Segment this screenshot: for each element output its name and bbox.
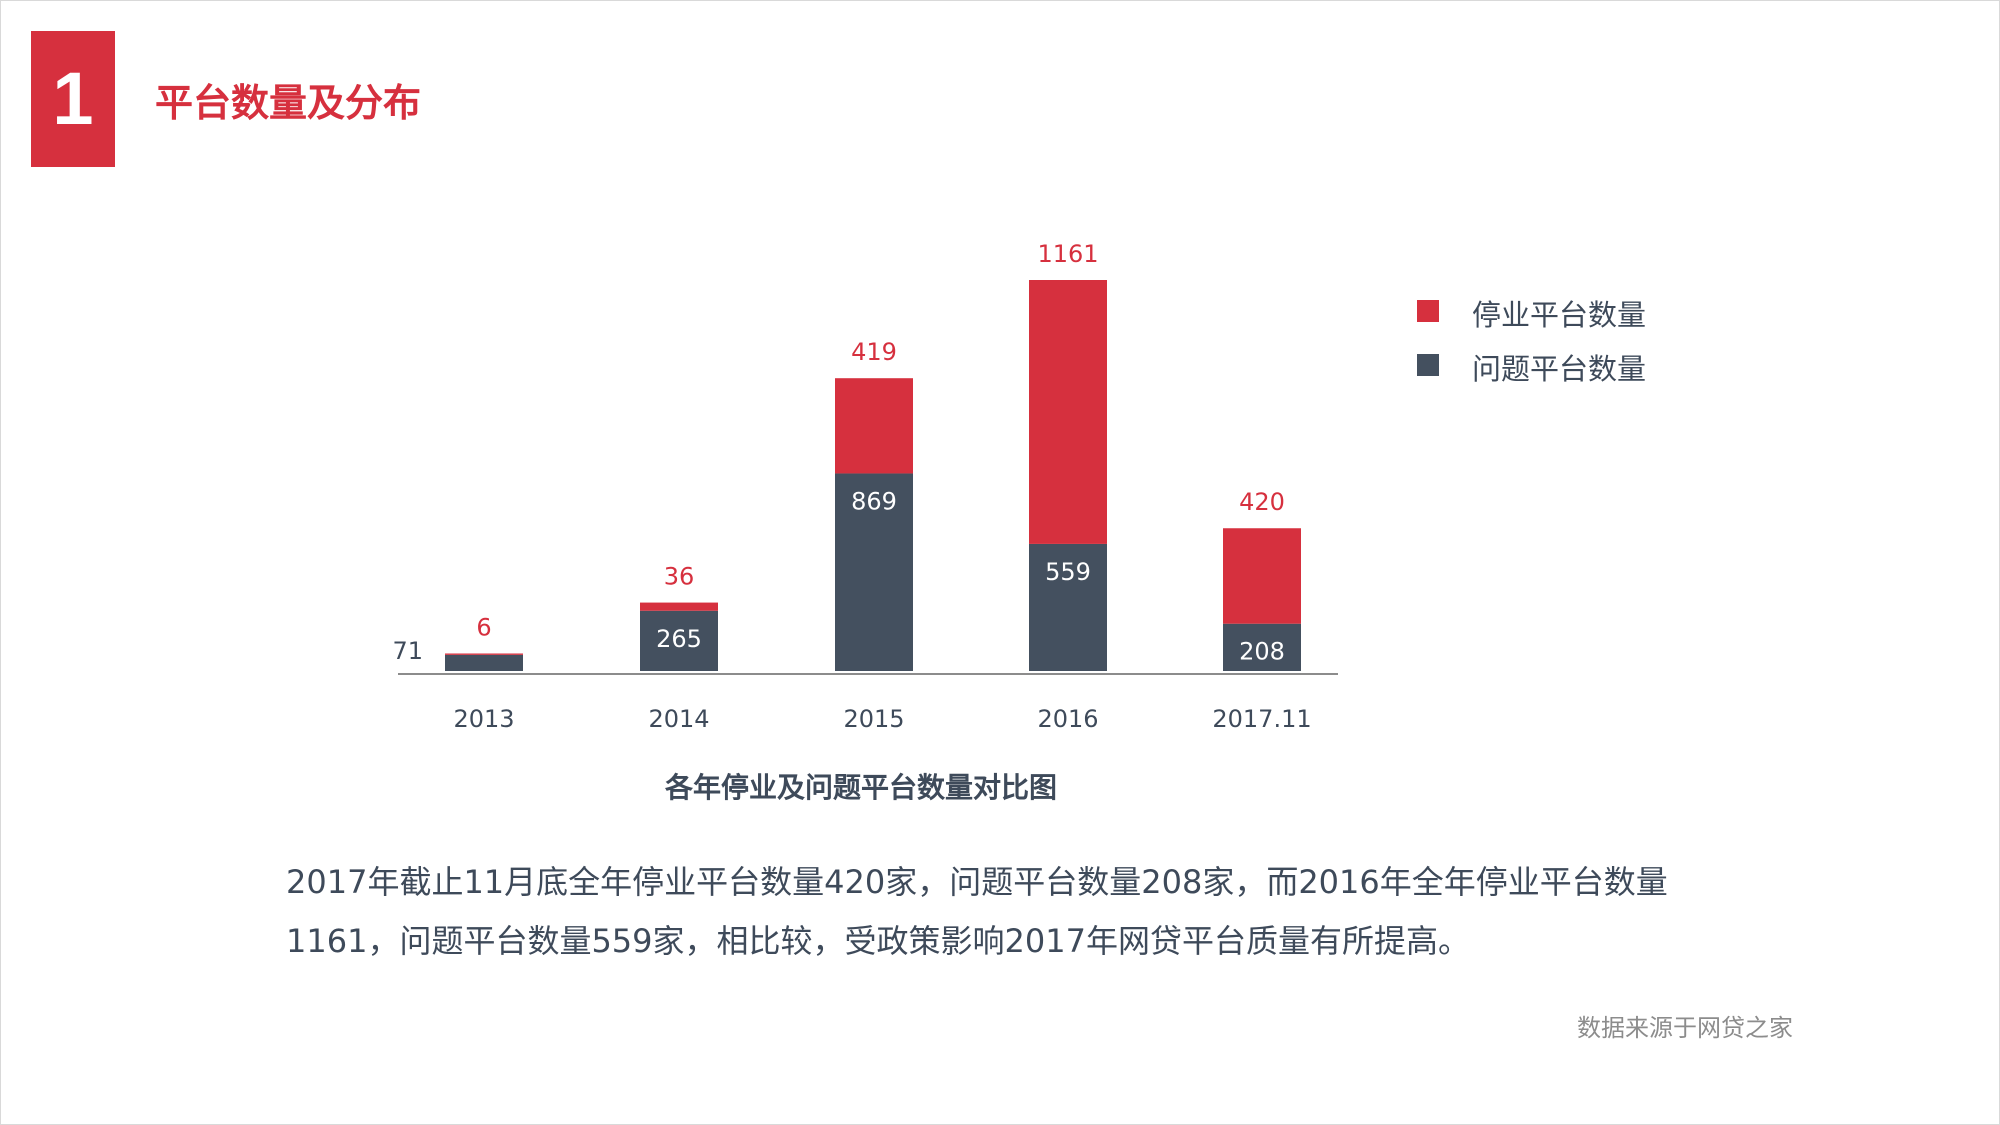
data-label-problem-2013: 71 — [392, 637, 423, 665]
bar-problem-2016 — [1029, 543, 1107, 671]
bars-layer — [445, 280, 1301, 671]
legend-label-problem: 问题平台数量 — [1472, 352, 1647, 386]
section-number-badge: 1 — [31, 31, 115, 167]
bar-closed-2016 — [1029, 280, 1107, 544]
data-label-closed-2014: 36 — [664, 563, 695, 591]
summary-paragraph: 2017年截止11月底全年停业平台数量420家，问题平台数量208家，而2016… — [286, 853, 1746, 971]
data-label-problem-2016: 559 — [1045, 558, 1091, 586]
data-label-problem-2017-11: 208 — [1239, 638, 1285, 666]
legend-swatch-closed — [1417, 300, 1439, 322]
bar-closed-2013 — [445, 653, 523, 655]
data-label-problem-2015: 869 — [851, 487, 897, 515]
bar-problem-2014 — [640, 610, 718, 671]
stacked-bar-chart: 6 71 36 265 419 869 1161 559 420 208 2013 2014 2015… — [392, 240, 1338, 733]
bar-closed-2015 — [835, 378, 913, 474]
x-tick-label-2014: 2014 — [648, 705, 709, 733]
legend-swatch-problem — [1417, 354, 1439, 376]
x-tick-labels: 2013 2014 2015 2016 2017.11 — [453, 705, 1311, 733]
data-label-closed-2013: 6 — [476, 613, 491, 641]
x-tick-label-2016: 2016 — [1037, 705, 1098, 733]
data-label-closed-2016: 1161 — [1037, 240, 1098, 268]
data-source-note: 数据来源于网贷之家 — [1577, 1014, 1793, 1042]
bar-closed-2014 — [640, 602, 718, 611]
data-label-closed-2015: 419 — [851, 338, 897, 366]
bar-problem-2015 — [835, 473, 913, 671]
summary-line-1: 2017年截止11月底全年停业平台数量420家，问题平台数量208家，而2016… — [286, 863, 1668, 901]
data-label-problem-2014: 265 — [656, 625, 702, 653]
page-title: 平台数量及分布 — [155, 81, 422, 125]
bar-problem-2017-11 — [1223, 623, 1301, 671]
data-label-closed-2017-11: 420 — [1239, 488, 1285, 516]
legend-label-closed: 停业平台数量 — [1472, 298, 1647, 332]
chart-title: 各年停业及问题平台数量对比图 — [665, 771, 1058, 804]
bar-problem-2013 — [445, 654, 523, 671]
x-tick-label-2015: 2015 — [843, 705, 904, 733]
x-tick-label-2013: 2013 — [453, 705, 514, 733]
x-tick-label-2017-11: 2017.11 — [1212, 705, 1311, 733]
summary-line-2: 1161，问题平台数量559家，相比较，受政策影响2017年网贷平台质量有所提高… — [286, 922, 1470, 960]
labels-layer: 6 71 36 265 419 869 1161 559 420 208 — [392, 240, 1284, 666]
bar-closed-2017-11 — [1223, 528, 1301, 624]
